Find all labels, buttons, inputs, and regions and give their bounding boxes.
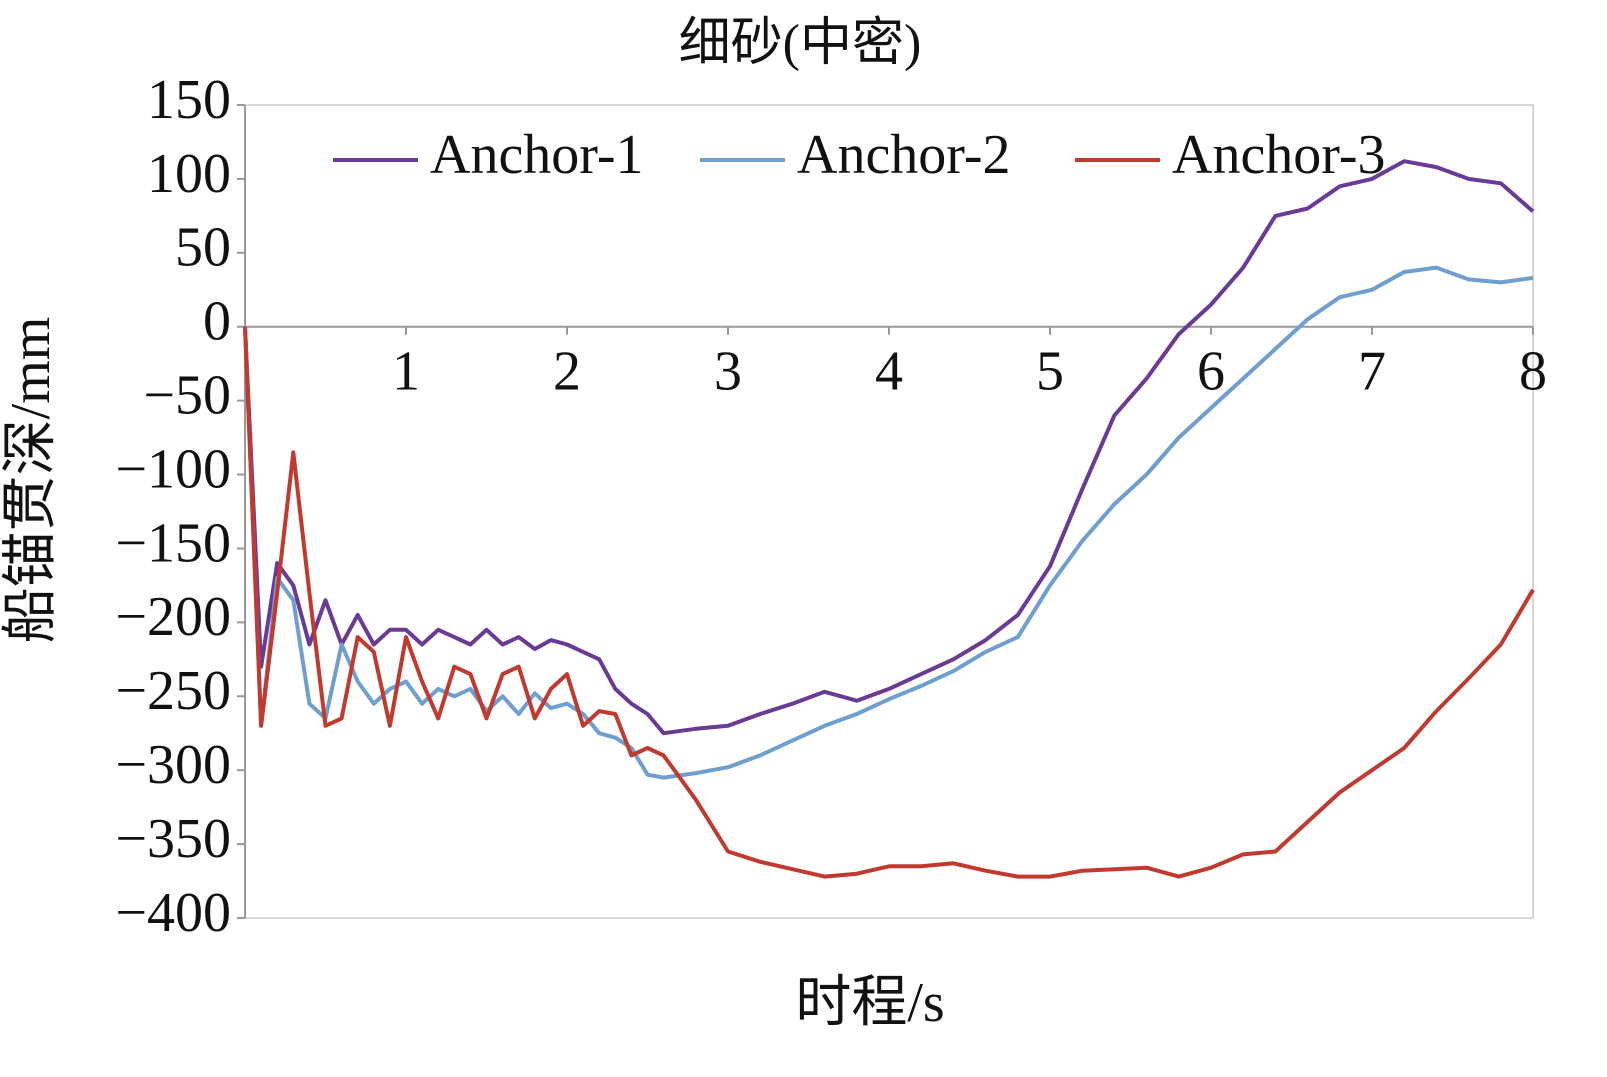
- legend-label: Anchor-3: [1172, 124, 1385, 186]
- plot-frame: [244, 104, 1534, 919]
- x-axis-label: 时程/s: [795, 972, 944, 1034]
- x-tick-label: 1: [392, 341, 420, 403]
- x-tick-label: 6: [1197, 341, 1225, 403]
- x-tick-label: 4: [875, 341, 903, 403]
- y-tick-label: 50: [175, 217, 231, 279]
- x-tick-label: 7: [1358, 341, 1386, 403]
- y-tick-label: −350: [115, 808, 231, 870]
- y-tick-label: −100: [115, 438, 231, 500]
- y-tick-label: −150: [115, 512, 231, 574]
- y-tick-label: 150: [147, 69, 231, 131]
- y-tick-label: −400: [115, 882, 231, 944]
- y-axis-label: 船锚贯深/mm: [0, 317, 62, 644]
- series-line: [243, 159, 1535, 736]
- x-tick-label: 3: [714, 341, 742, 403]
- legend-label: Anchor-2: [797, 124, 1010, 186]
- y-tick-label: 0: [203, 291, 231, 353]
- chart-title: 细砂(中密): [679, 15, 922, 72]
- y-tick-label: −200: [115, 586, 231, 648]
- y-tick-label: −250: [115, 660, 231, 722]
- y-tick-label: 100: [147, 143, 231, 205]
- legend-label: Anchor-1: [430, 124, 643, 186]
- y-tick-label: −50: [143, 364, 231, 426]
- x-tick-label: 2: [553, 341, 581, 403]
- y-tick-label: −300: [115, 734, 231, 796]
- x-tick-label: 8: [1519, 341, 1547, 403]
- series-line: [243, 326, 1535, 879]
- x-tick-label: 5: [1036, 341, 1064, 403]
